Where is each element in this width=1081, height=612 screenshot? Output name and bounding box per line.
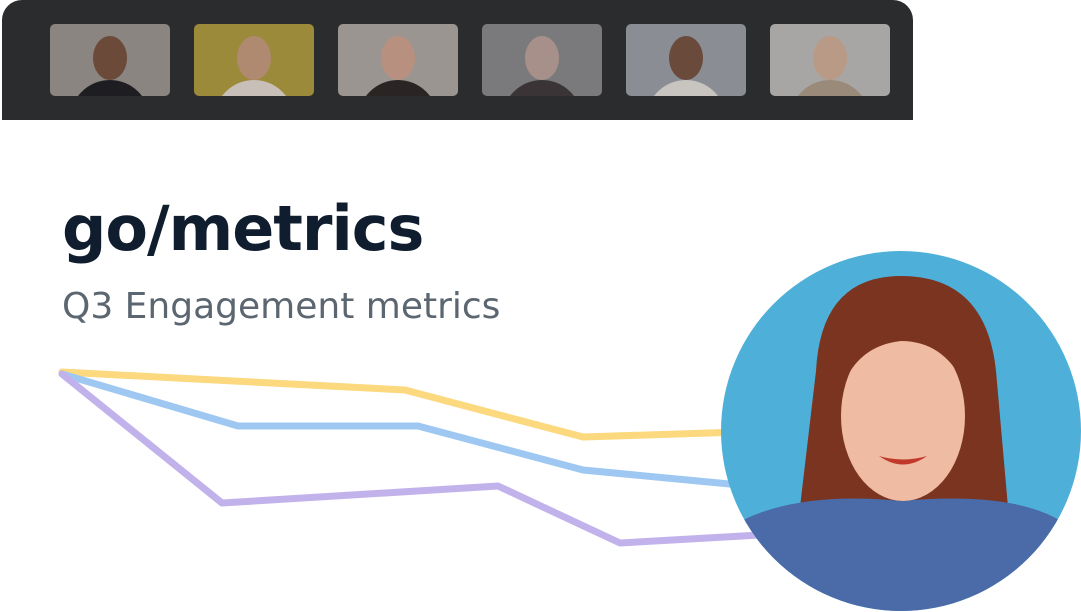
active-speaker-video[interactable] [721,251,1081,611]
yellow-metric-line [58,368,744,441]
participant-face [813,36,847,80]
participant-video-tile[interactable] [50,24,170,96]
participant-video-tile[interactable] [626,24,746,96]
blue-metric-line [58,370,744,489]
participant-face [669,36,703,80]
page-subtitle: Q3 Engagement metrics [62,286,501,327]
page-title: go/metrics [62,192,424,265]
participant-video-tile[interactable] [194,24,314,96]
participant-face [381,36,415,80]
participant-face [237,36,271,80]
speaker-avatar [721,276,1081,611]
participant-video-tile[interactable] [338,24,458,96]
participant-video-tile[interactable] [482,24,602,96]
participant-face [525,36,559,80]
participant-video-tile[interactable] [770,24,890,96]
purple-metric-line [58,370,764,547]
participant-face [93,36,127,80]
